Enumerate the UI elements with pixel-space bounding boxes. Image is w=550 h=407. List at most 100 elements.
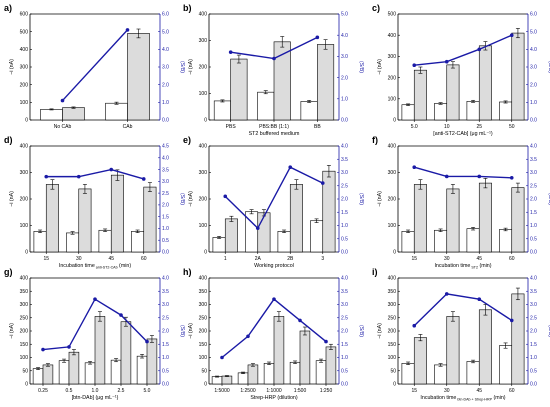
x-axis-title: Incubation time ST2 (min) — [434, 263, 491, 270]
x-tick-label: 15 — [411, 256, 417, 262]
ratio-line — [61, 29, 129, 102]
signal-bar — [273, 41, 291, 121]
blank-bar — [211, 376, 223, 385]
ratio-point — [509, 33, 514, 37]
y2-tick-label: 4.0 — [162, 276, 169, 282]
signal-bar — [94, 316, 106, 385]
y2-tick-label: 0.0 — [162, 118, 169, 124]
blank-bar — [263, 363, 275, 385]
x-tick-label: 1.0 — [92, 388, 99, 394]
y2-tick-label: 3.0 — [341, 302, 348, 308]
y2-tick-label: 3.5 — [530, 157, 537, 163]
y-tick-label: 300 — [199, 170, 208, 176]
x-axis-title-main: Strep-HRP (dilution) — [250, 395, 298, 401]
y-tick-label: 500 — [20, 29, 29, 35]
x-tick-label: 60 — [509, 256, 515, 262]
y2-tick-label: 4.0 — [162, 47, 169, 53]
x-tick-label: 30 — [444, 256, 450, 262]
y-tick-label: 100 — [20, 223, 29, 229]
chart-panel-5: e) 0 100 200 300 400 0.0 0.5 1.0 1.5 2.0 2.5 3.0 3.5 4… — [183, 135, 364, 269]
y-tick-label: 300 — [388, 302, 397, 308]
blank-bar — [499, 229, 513, 253]
signal-bar — [511, 187, 525, 253]
ratio-line — [46, 168, 144, 180]
blank-bar — [466, 228, 480, 253]
y-axis-title: −i (nA) — [377, 191, 383, 207]
y-tick-label: 400 — [20, 47, 29, 53]
x-tick-label: 2B — [287, 256, 294, 262]
x-tick-label: 1:2500 — [240, 388, 256, 394]
y2-tick-label: 4.0 — [341, 276, 348, 282]
y-tick-label: 0 — [393, 118, 396, 124]
panel-letter: i) — [372, 267, 378, 277]
blank-bar — [32, 368, 44, 385]
panel-letter: b) — [183, 3, 192, 13]
signal-bar — [224, 218, 238, 253]
y2-tick-label: 0.5 — [162, 368, 169, 374]
x-axis-title: Working protocol — [254, 263, 294, 269]
x-tick-label: 50 — [509, 124, 515, 130]
y-tick-label: 50 — [201, 368, 207, 374]
y-tick-label: 100 — [388, 97, 397, 103]
x-axis-title: Incubation time btn-DAb + Strep-HRP (min… — [420, 395, 505, 402]
y2-tick-label: 2.5 — [341, 315, 348, 321]
panel-letter: a) — [4, 3, 12, 13]
ratio-point — [119, 313, 123, 317]
ratio-point — [477, 174, 482, 179]
chart-panel-6: f) 0 100 200 300 400 0.0 0.5 1.0 1.5 2.0 2.5 3.0 3.5 4… — [372, 135, 550, 270]
y2-tick-label: 1.0 — [341, 97, 348, 103]
x-tick-label: 30 — [444, 388, 450, 394]
ratio-point — [44, 174, 49, 179]
y2-tick-label: 2.0 — [530, 329, 537, 335]
x-axis-title-main: Incubation time — [434, 263, 470, 269]
chart-panel-1: a) 0 100 200 300 400 500 600 0.0 1.0 2.0 3.0 4.0 5.0 6… — [4, 3, 185, 130]
y2-tick-label: 4.0 — [341, 33, 348, 39]
ratio-point — [412, 323, 417, 328]
y-tick-label: 100 — [388, 355, 397, 361]
y2-axis-title: (S/B) — [179, 61, 185, 73]
signal-bar — [45, 184, 59, 253]
signal-bar — [446, 316, 460, 385]
ratio-line — [224, 166, 324, 230]
chart-panel-8: h) 0 50 100 150 200 250 300 350 400 0.0 0.5 1.0 1.5 2.… — [183, 267, 364, 401]
y-axis-title: −i (nA) — [9, 323, 15, 339]
y-tick-label: 100 — [20, 355, 29, 361]
y2-tick-label: 2.5 — [341, 183, 348, 189]
y2-tick-label: 2.5 — [162, 315, 169, 321]
ratio-line — [414, 166, 512, 179]
blank-bar — [466, 361, 480, 385]
y-axis-title: −i (nA) — [9, 191, 15, 207]
y-axis-title: −i (nA) — [377, 323, 383, 339]
y-tick-label: 400 — [199, 144, 208, 150]
signal-bar — [62, 107, 85, 121]
y2-tick-label: 1.0 — [162, 226, 169, 232]
y-tick-label: 350 — [199, 289, 208, 295]
blank-bar — [105, 102, 128, 121]
ratio-point — [298, 318, 302, 323]
y-tick-label: 100 — [199, 91, 208, 97]
y2-tick-label: 1.0 — [162, 100, 169, 106]
blank-bar — [499, 345, 513, 385]
blank-bar — [98, 229, 112, 253]
blank-bar — [401, 363, 415, 385]
y-tick-label: 100 — [388, 223, 397, 229]
x-axis-title: Incubation time anti-ST2-CAb (min) — [59, 263, 131, 270]
y2-tick-label: 3.0 — [530, 65, 537, 71]
y-tick-label: 300 — [388, 54, 397, 60]
x-axis-title-unit: (min) — [492, 395, 506, 401]
y2-tick-label: 1.0 — [341, 355, 348, 361]
x-axis-title-main: [anti-ST2-CAb] (μg mL⁻¹) — [433, 131, 493, 137]
signal-bar — [322, 170, 336, 253]
y2-tick-label: 0.0 — [162, 250, 169, 256]
blank-bar — [434, 103, 448, 121]
y-tick-label: 0 — [25, 250, 28, 256]
y-tick-label: 400 — [388, 33, 397, 39]
ratio-line — [414, 34, 513, 66]
y-tick-label: 0 — [25, 382, 28, 388]
y2-tick-label: 2.5 — [530, 315, 537, 321]
y-tick-label: 300 — [199, 302, 208, 308]
ratio-point — [272, 297, 276, 302]
panel-letter: h) — [183, 267, 192, 277]
ratio-point — [509, 318, 514, 323]
signal-bar — [146, 338, 158, 385]
